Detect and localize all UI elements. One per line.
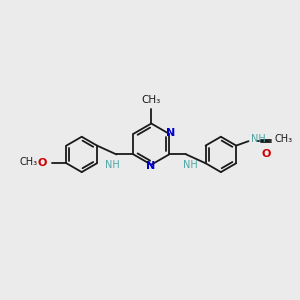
- Text: NH: NH: [251, 134, 266, 144]
- Text: CH₃: CH₃: [274, 134, 292, 144]
- Text: NH: NH: [183, 160, 198, 170]
- Text: NH: NH: [105, 160, 120, 170]
- Text: O: O: [38, 158, 47, 168]
- Text: CH₃: CH₃: [20, 157, 38, 167]
- Text: N: N: [146, 161, 155, 171]
- Text: N: N: [166, 128, 175, 138]
- Text: CH₃: CH₃: [142, 95, 161, 105]
- Text: O: O: [262, 149, 271, 159]
